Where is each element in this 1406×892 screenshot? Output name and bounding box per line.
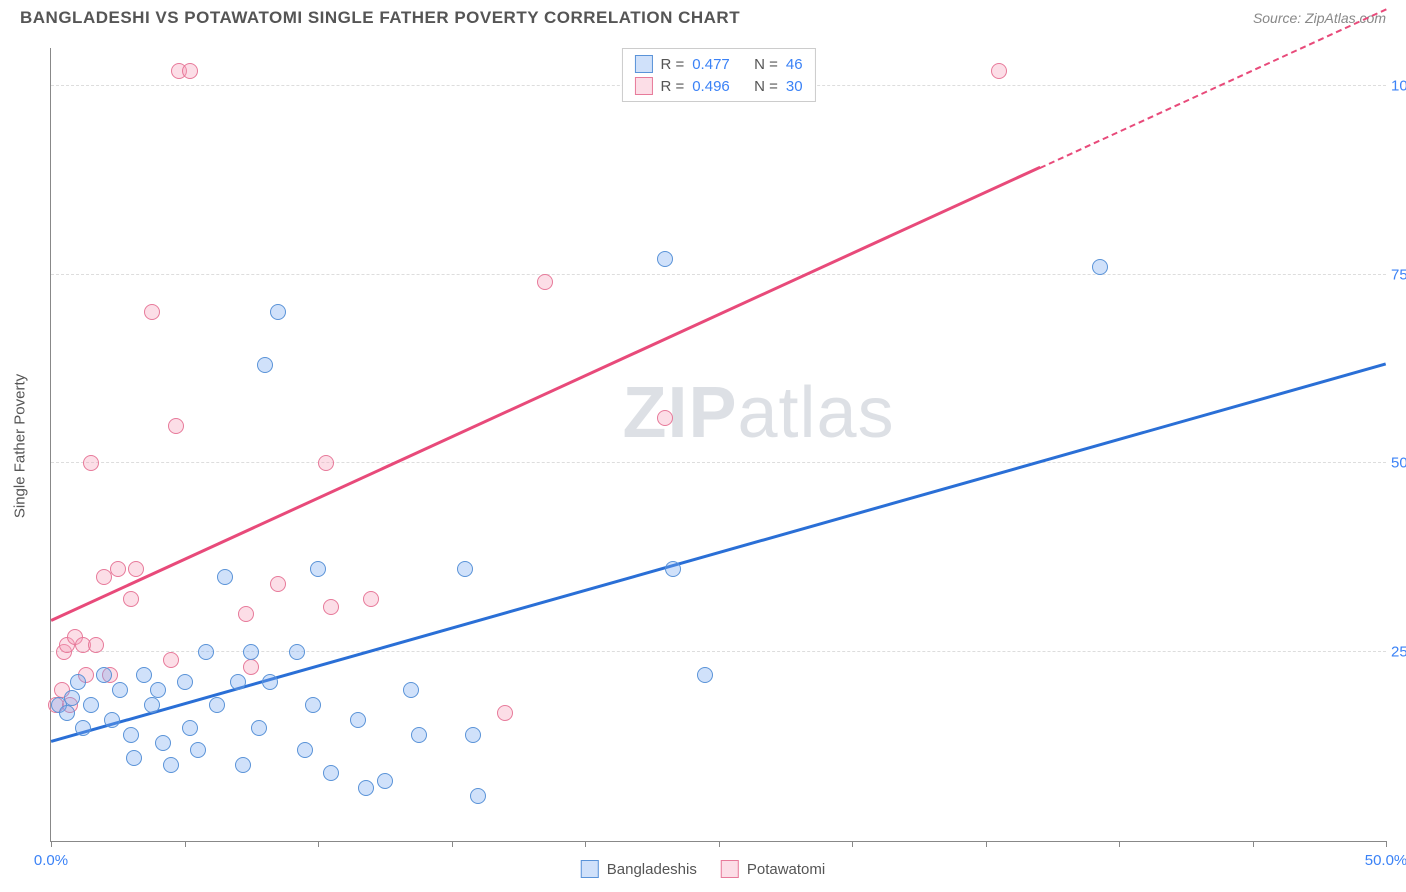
- data-point: [991, 63, 1007, 79]
- y-tick-label: 25.0%: [1391, 644, 1406, 661]
- data-point: [182, 720, 198, 736]
- swatch-potawatomi-icon: [721, 860, 739, 878]
- correlation-legend: R = 0.477 N = 46 R = 0.496 N = 30: [621, 48, 815, 102]
- data-point: [243, 659, 259, 675]
- data-point: [270, 576, 286, 592]
- swatch-bangladeshis: [634, 55, 652, 73]
- data-point: [262, 674, 278, 690]
- data-point: [377, 773, 393, 789]
- data-point: [305, 697, 321, 713]
- legend-item-potawatomi: Potawatomi: [721, 860, 825, 878]
- chart-title: BANGLADESHI VS POTAWATOMI SINGLE FATHER …: [20, 8, 740, 28]
- data-point: [217, 569, 233, 585]
- data-point: [657, 410, 673, 426]
- data-point: [88, 637, 104, 653]
- legend-row-bangladeshis: R = 0.477 N = 46: [634, 53, 802, 75]
- data-point: [657, 251, 673, 267]
- data-point: [177, 674, 193, 690]
- data-point: [198, 644, 214, 660]
- x-tick-label: 0.0%: [34, 852, 68, 869]
- data-point: [110, 561, 126, 577]
- data-point: [136, 667, 152, 683]
- data-point: [230, 674, 246, 690]
- data-point: [163, 757, 179, 773]
- data-point: [497, 705, 513, 721]
- trend-line: [51, 363, 1387, 743]
- x-tick-label: 50.0%: [1365, 852, 1406, 869]
- data-point: [168, 418, 184, 434]
- data-point: [465, 727, 481, 743]
- data-point: [243, 644, 259, 660]
- data-point: [150, 682, 166, 698]
- data-point: [318, 455, 334, 471]
- data-point: [363, 591, 379, 607]
- data-point: [1092, 259, 1108, 275]
- data-point: [163, 652, 179, 668]
- data-point: [297, 742, 313, 758]
- data-point: [96, 667, 112, 683]
- data-point: [59, 705, 75, 721]
- data-point: [83, 697, 99, 713]
- data-point: [123, 591, 139, 607]
- data-point: [182, 63, 198, 79]
- data-point: [64, 690, 80, 706]
- y-axis-title: Single Father Poverty: [12, 374, 29, 518]
- data-point: [665, 561, 681, 577]
- data-point: [144, 304, 160, 320]
- data-point: [144, 697, 160, 713]
- data-point: [70, 674, 86, 690]
- data-point: [235, 757, 251, 773]
- data-point: [323, 599, 339, 615]
- data-point: [83, 455, 99, 471]
- trend-line: [50, 166, 1040, 621]
- chart-header: BANGLADESHI VS POTAWATOMI SINGLE FATHER …: [0, 0, 1406, 32]
- data-point: [457, 561, 473, 577]
- y-tick-label: 50.0%: [1391, 455, 1406, 472]
- data-point: [155, 735, 171, 751]
- legend-item-bangladeshis: Bangladeshis: [581, 860, 697, 878]
- data-point: [126, 750, 142, 766]
- y-tick-label: 75.0%: [1391, 266, 1406, 283]
- data-point: [411, 727, 427, 743]
- data-point: [209, 697, 225, 713]
- data-point: [112, 682, 128, 698]
- legend-row-potawatomi: R = 0.496 N = 30: [634, 75, 802, 97]
- data-point: [697, 667, 713, 683]
- series-legend: Bangladeshis Potawatomi: [581, 860, 825, 878]
- data-point: [123, 727, 139, 743]
- data-point: [310, 561, 326, 577]
- swatch-bangladeshis-icon: [581, 860, 599, 878]
- data-point: [323, 765, 339, 781]
- data-point: [270, 304, 286, 320]
- data-point: [403, 682, 419, 698]
- data-point: [358, 780, 374, 796]
- swatch-potawatomi: [634, 77, 652, 95]
- y-tick-label: 100.0%: [1391, 77, 1406, 94]
- data-point: [537, 274, 553, 290]
- data-point: [257, 357, 273, 373]
- data-point: [251, 720, 267, 736]
- trend-line: [1039, 8, 1386, 168]
- data-point: [190, 742, 206, 758]
- data-point: [128, 561, 144, 577]
- data-point: [75, 720, 91, 736]
- data-point: [350, 712, 366, 728]
- data-point: [289, 644, 305, 660]
- scatter-chart: ZIPatlas R = 0.477 N = 46 R = 0.496 N = …: [50, 48, 1386, 842]
- data-point: [104, 712, 120, 728]
- data-point: [470, 788, 486, 804]
- data-point: [238, 606, 254, 622]
